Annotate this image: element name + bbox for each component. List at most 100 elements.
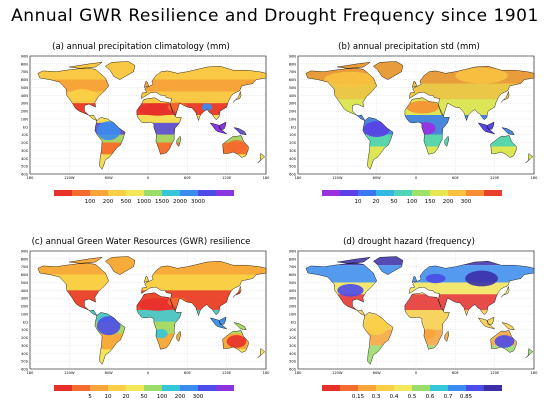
colorbar-tick-label: 200 [102,199,114,205]
colorbar-swatch [162,190,180,196]
colorbar-swatch [54,190,72,196]
colorbar-tick-label: 500 [120,199,132,205]
lon-tick-label: 0 [147,176,150,180]
colorbar-swatch [376,190,394,196]
colorbar [54,190,234,196]
lon-tick-label: 120W [332,371,343,375]
colorbar-swatch [340,385,358,391]
colorbar-labels: 100 200 500 1000 1500 2000 3000 [54,199,234,207]
lat-tick-label: 30S [21,344,29,348]
lon-tick-label: 60E [184,176,192,180]
colorbar-swatch [448,385,466,391]
colorbar-tick-label: 100 [156,394,168,400]
gwr-resilience-map: 90N 80N 70N 60N 50N 40N 30N 20N 10N EQ 10S 20S 30S 40… [21,250,271,376]
lon-tick-label: 60W [373,371,382,375]
colorbar-tick-label: 200 [174,394,186,400]
colorbar-labels: 0.15 0.3 0.4 0.5 0.6 0.7 0.85 [322,394,502,402]
colorbar-tick-label: 300 [460,199,472,205]
colorbar-tick-label: 2000 [173,199,187,205]
lat-tick-label: 60N [289,273,297,277]
colorbar-tick-label: 0.7 [443,394,453,400]
panel-title: (d) drought hazard (frequency) [343,237,475,247]
colorbar-tick-label: 200 [442,199,454,205]
lat-tick-label: 70N [289,265,297,269]
lat-tick-label: 60S [21,173,29,177]
lon-tick-label: 180 [27,176,35,180]
colorbar-swatch [466,190,484,196]
lat-tick-label: 20N [289,305,297,309]
lon-tick-label: 0 [415,176,418,180]
lat-tick-label: 30N [289,297,297,301]
lat-tick-label: 60S [289,173,297,177]
lat-tick-label: 40N [289,289,297,293]
lat-tick-label: 90N [289,250,297,254]
colorbar-swatch [322,385,340,391]
lat-tick-label: 30S [289,344,297,348]
lon-tick-label: 180 [531,371,539,375]
lat-tick-label: EQ [291,320,296,324]
lat-tick-label: 10N [289,312,297,316]
precip-std-map: 90N 80N 70N 60N 50N 40N 30N 20N 10N EQ 10S 20S 30S 40… [289,55,538,181]
lat-tick-label: 30N [21,297,29,301]
colorbar-tick-label: 0.5 [407,394,417,400]
lat-tick-label: 40S [21,352,29,356]
lat-tick-label: 60N [289,78,297,82]
lat-tick-label: 40S [289,352,297,356]
colorbar-tick-label: 50 [140,394,148,400]
colorbar-swatch [412,190,430,196]
colorbar [322,385,502,391]
colorbar-swatch [108,385,126,391]
precip-climatology-map: 90N 80N 70N 60N 50N 40N 30N 20N 10N EQ 10S 20S 30S 40… [21,55,271,181]
colorbar-tick-label: 3000 [191,199,205,205]
colorbar-swatch [180,190,198,196]
lat-tick-label: 30S [21,149,29,153]
lon-tick-label: 180 [295,176,303,180]
colorbar-labels: 5 10 20 50 100 200 300 [54,394,234,402]
lon-tick-label: 0 [147,371,150,375]
lat-tick-label: 50S [21,165,29,169]
lon-tick-label: 120W [64,176,75,180]
colorbar-swatch [72,385,90,391]
colorbar-swatch [126,190,144,196]
lat-tick-label: EQ [23,125,28,129]
colorbar-tick-label: 0.4 [389,394,399,400]
lat-tick-label: 50N [289,86,297,90]
lat-tick-label: 50S [289,165,297,169]
colorbar-swatch [90,190,108,196]
lon-tick-label: 120E [490,176,500,180]
lon-tick-label: 180 [263,176,271,180]
lat-tick-label: 50N [289,281,297,285]
colorbar-swatch [484,190,502,196]
colorbar-swatch [430,190,448,196]
colorbar-swatch [108,190,126,196]
lat-tick-label: 30N [289,102,297,106]
lat-tick-label: 50N [21,86,29,90]
panel-title: (a) annual precipitation climatology (mm… [52,42,230,52]
colorbar-tick-label: 100 [406,199,418,205]
lon-tick-label: 180 [295,371,303,375]
colorbar-swatch [322,190,340,196]
lat-tick-label: 10S [21,133,29,137]
lat-tick-label: 80N [289,257,297,261]
lon-tick-label: 180 [263,371,271,375]
colorbar-tick-label: 0.85 [459,394,473,400]
lat-tick-label: 70N [21,70,29,74]
colorbar-swatch [448,190,466,196]
colorbar-labels: 10 20 50 100 150 200 300 [322,199,502,207]
figure-title: Annual GWR Resilience and Drought Freque… [11,6,539,26]
colorbar-swatch [466,385,484,391]
lat-tick-label: 20S [21,336,29,340]
lat-tick-label: 10N [289,117,297,121]
colorbar-swatch [72,190,90,196]
drought-hazard-map: 90N 80N 70N 60N 50N 40N 30N 20N 10N EQ 10S 20S 30S 40… [289,250,539,376]
lat-tick-label: 20S [21,141,29,145]
colorbar-tick-label: 5 [88,394,92,400]
lon-tick-label: 60E [452,371,460,375]
lon-tick-label: 60E [184,371,192,375]
colorbar-tick-label: 100 [84,199,96,205]
lat-tick-label: 70N [21,265,29,269]
colorbar-swatch [340,190,358,196]
lat-tick-label: 40S [289,157,297,161]
colorbar-swatch [54,385,72,391]
lon-tick-label: 60E [452,176,460,180]
